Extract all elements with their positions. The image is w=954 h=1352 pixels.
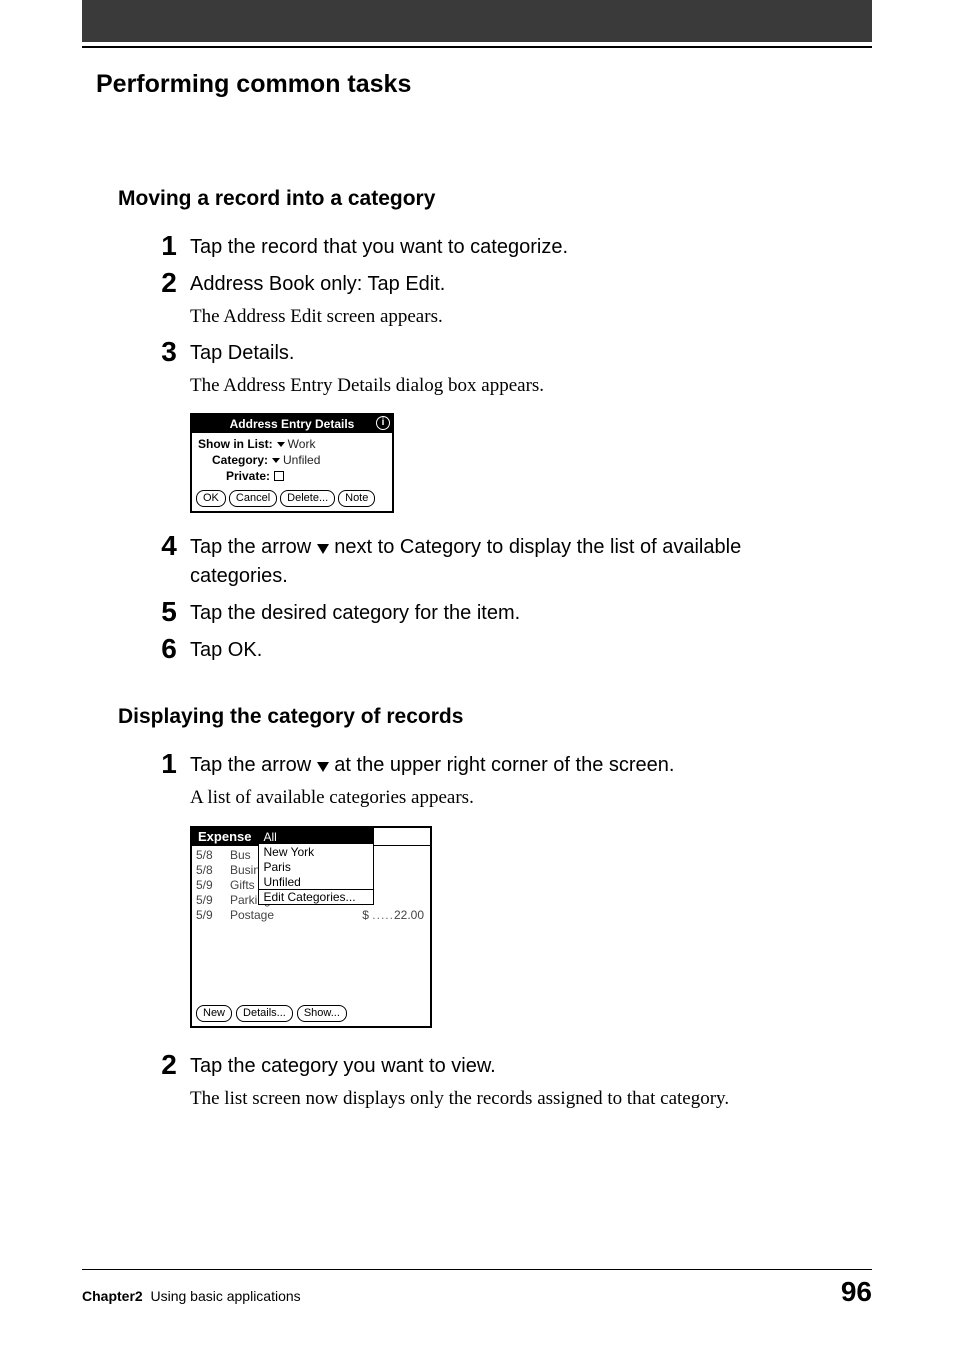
step-text: Tap the category you want to view. The l…: [186, 1052, 729, 1113]
step-4: 4 Tap the arrow next to Category to disp…: [152, 533, 954, 591]
row-show-in-list: Show in List: Work: [198, 437, 386, 451]
chapter-text: Using basic applications: [150, 1288, 300, 1304]
subsection-moving-title: Moving a record into a category: [118, 187, 954, 211]
dialog-header: Address Entry Details i: [192, 415, 392, 433]
section-title: Performing common tasks: [96, 70, 954, 99]
dialog-body: Show in List: Work Category: Unfiled Pri…: [192, 433, 392, 487]
expense-date: 5/9: [196, 878, 230, 893]
menu-edit-categories[interactable]: Edit Categories...: [259, 889, 373, 904]
down-arrow-icon: [317, 762, 329, 772]
subsection-displaying-title: Displaying the category of records: [118, 705, 954, 729]
step-text: Tap OK.: [186, 636, 262, 665]
expense-header: Expense All New York Paris Unfiled Edit …: [192, 828, 430, 846]
row-category: Category: Unfiled: [198, 453, 386, 467]
step-text: Tap the desired category for the item.: [186, 599, 520, 628]
value-show[interactable]: Work: [288, 437, 316, 451]
step-number: 2: [152, 1051, 186, 1079]
step-1: 1 Tap the record that you want to catego…: [152, 233, 954, 262]
down-arrow-icon: [317, 544, 329, 554]
step-text: Tap the arrow at the upper right corner …: [186, 751, 675, 812]
amount-value: 22.00: [394, 908, 424, 922]
expense-date: 5/8: [196, 863, 230, 878]
step-main: Tap Details.: [190, 342, 295, 364]
step-1: 1 Tap the arrow at the upper right corne…: [152, 751, 954, 812]
dropdown-icon[interactable]: [272, 458, 280, 463]
step-number: 1: [152, 232, 186, 260]
step-number: 1: [152, 750, 186, 778]
label-private: Private:: [226, 469, 270, 483]
step-sub: A list of available categories appears.: [190, 784, 675, 812]
step-number: 6: [152, 635, 186, 663]
new-button[interactable]: New: [196, 1005, 232, 1022]
expense-category-selector[interactable]: All New York Paris Unfiled Edit Categori…: [257, 828, 430, 846]
row-private: Private:: [198, 469, 386, 483]
info-icon[interactable]: i: [376, 416, 390, 430]
step-number: 3: [152, 338, 186, 366]
step-number: 5: [152, 598, 186, 626]
step-pre: Tap the arrow: [190, 536, 317, 558]
header-divider: [82, 46, 872, 48]
delete-button[interactable]: Delete...: [280, 490, 335, 507]
expense-date: 5/8: [196, 848, 230, 863]
label-show: Show in List:: [198, 437, 273, 451]
amount-prefix: $: [362, 908, 369, 922]
top-bar: [82, 0, 872, 42]
step-number: 4: [152, 532, 186, 560]
expense-title: Expense: [192, 828, 257, 846]
dialog-title: Address Entry Details: [230, 417, 355, 431]
steps-moving-cont: 4 Tap the arrow next to Category to disp…: [152, 533, 954, 665]
show-button[interactable]: Show...: [297, 1005, 347, 1022]
expense-amount: $ .....22.00: [362, 908, 424, 922]
step-5: 5 Tap the desired category for the item.: [152, 599, 954, 628]
amount-dots: .....: [372, 908, 394, 922]
value-category[interactable]: Unfiled: [283, 453, 320, 467]
expense-screenshot: Expense All New York Paris Unfiled Edit …: [190, 826, 432, 1028]
cancel-button[interactable]: Cancel: [229, 490, 277, 507]
step-text: Tap Details. The Address Entry Details d…: [186, 339, 544, 400]
checkbox-private[interactable]: [274, 471, 284, 481]
step-2: 2 Address Book only: Tap Edit. The Addre…: [152, 270, 954, 331]
step-sub: The list screen now displays only the re…: [190, 1085, 729, 1113]
step-number: 2: [152, 269, 186, 297]
step-2: 2 Tap the category you want to view. The…: [152, 1052, 954, 1113]
dialog-buttons: OK Cancel Delete... Note: [192, 487, 392, 511]
chapter-label: Chapter2: [82, 1288, 143, 1304]
menu-all[interactable]: All: [259, 829, 373, 844]
step-3: 3 Tap Details. The Address Entry Details…: [152, 339, 954, 400]
step-6: 6 Tap OK.: [152, 636, 954, 665]
step-main: Address Book only: Tap Edit.: [190, 273, 445, 295]
steps-displaying-cont: 2 Tap the category you want to view. The…: [152, 1052, 954, 1113]
label-category: Category:: [212, 453, 268, 467]
expense-buttons: New Details... Show...: [192, 1002, 430, 1026]
step-post: at the upper right corner of the screen.: [329, 754, 675, 776]
category-menu: All New York Paris Unfiled Edit Categori…: [258, 828, 374, 905]
page-number: 96: [841, 1276, 872, 1308]
menu-paris[interactable]: Paris: [259, 859, 373, 874]
step-text: Tap the record that you want to categori…: [186, 233, 568, 262]
step-text: Tap the arrow next to Category to displa…: [186, 533, 826, 591]
expense-date: 5/9: [196, 908, 230, 923]
steps-displaying: 1 Tap the arrow at the upper right corne…: [152, 751, 954, 812]
steps-moving: 1 Tap the record that you want to catego…: [152, 233, 954, 399]
page-footer: Chapter2 Using basic applications 96: [82, 1269, 872, 1308]
footer-chapter: Chapter2 Using basic applications: [82, 1288, 301, 1304]
menu-unfiled[interactable]: Unfiled: [259, 874, 373, 889]
details-button[interactable]: Details...: [236, 1005, 293, 1022]
step-text: Address Book only: Tap Edit. The Address…: [186, 270, 445, 331]
step-sub: The Address Entry Details dialog box app…: [190, 372, 544, 400]
address-entry-details-dialog: Address Entry Details i Show in List: Wo…: [190, 413, 394, 513]
step-main: Tap the category you want to view.: [190, 1055, 496, 1077]
expense-date: 5/9: [196, 893, 230, 908]
menu-newyork[interactable]: New York: [259, 844, 373, 859]
dropdown-icon[interactable]: [277, 442, 285, 447]
step-sub: The Address Edit screen appears.: [190, 303, 445, 331]
step-pre: Tap the arrow: [190, 754, 317, 776]
note-button[interactable]: Note: [338, 490, 375, 507]
ok-button[interactable]: OK: [196, 490, 226, 507]
